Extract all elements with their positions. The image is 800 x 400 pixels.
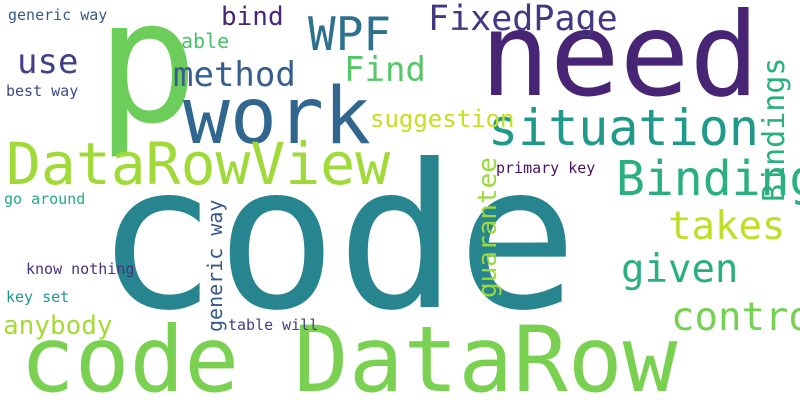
word-control: given xyxy=(621,247,739,292)
word-primary-key: go around xyxy=(4,190,86,208)
word-given: takes xyxy=(668,204,786,249)
word-find: Find xyxy=(344,50,426,90)
word-table-will: key set xyxy=(6,288,70,306)
word-way-possible: table will xyxy=(228,316,319,334)
word-method: method xyxy=(173,55,296,95)
word-key-set: know nothing xyxy=(26,260,135,278)
word-takes: bind xyxy=(221,2,284,32)
word-anybody: suggestion xyxy=(370,105,515,133)
word-fixedpage: FixedPage xyxy=(428,0,618,39)
word-p: p xyxy=(96,0,199,162)
word-guarantee: guarantee xyxy=(473,157,503,298)
word-generic-way: generic way xyxy=(203,199,227,332)
word-defaultview: anybody xyxy=(3,311,113,341)
word-go-around: best way xyxy=(6,82,79,100)
word-know-nothing: primary key xyxy=(496,159,596,177)
word-situation: situation xyxy=(488,99,759,157)
word-able: control xyxy=(671,295,800,340)
word-code-big: code xyxy=(96,122,578,355)
word-code-datarow: code DataRow xyxy=(20,308,678,400)
word-wpf: WPF xyxy=(308,7,392,61)
word-bindings: Bindings xyxy=(757,57,792,203)
word-need: need xyxy=(480,0,760,123)
word-datarowview: DataRowView xyxy=(6,130,391,198)
word-best-way: generic way xyxy=(8,6,108,24)
word-suggestion: able xyxy=(181,29,230,53)
word-use: use xyxy=(17,42,79,82)
word-bind: Bindings xyxy=(616,151,800,207)
word-work: work xyxy=(183,72,371,162)
